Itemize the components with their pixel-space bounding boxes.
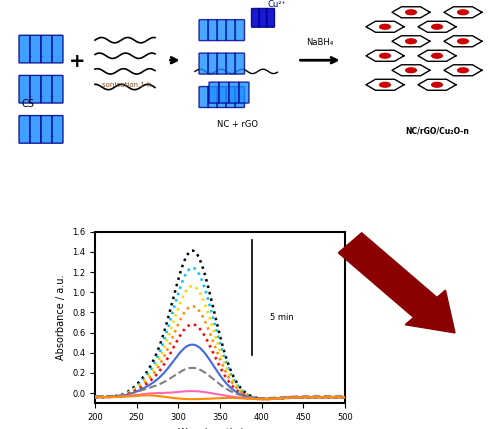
FancyBboxPatch shape xyxy=(217,20,226,41)
FancyBboxPatch shape xyxy=(30,115,41,143)
Circle shape xyxy=(406,39,416,44)
FancyBboxPatch shape xyxy=(239,82,249,103)
FancyBboxPatch shape xyxy=(52,35,63,63)
FancyBboxPatch shape xyxy=(30,76,41,103)
FancyBboxPatch shape xyxy=(30,35,41,63)
Circle shape xyxy=(458,68,468,73)
FancyBboxPatch shape xyxy=(219,82,229,103)
FancyBboxPatch shape xyxy=(226,53,235,74)
FancyBboxPatch shape xyxy=(19,35,30,63)
FancyBboxPatch shape xyxy=(266,9,274,27)
FancyBboxPatch shape xyxy=(209,82,219,103)
FancyBboxPatch shape xyxy=(208,20,218,41)
Circle shape xyxy=(380,82,390,87)
Text: Cu²⁺: Cu²⁺ xyxy=(268,0,287,9)
Text: NC/rGO/Cu₂O-n: NC/rGO/Cu₂O-n xyxy=(406,127,469,136)
FancyBboxPatch shape xyxy=(52,76,63,103)
FancyBboxPatch shape xyxy=(217,53,226,74)
Text: +: + xyxy=(69,52,86,71)
FancyBboxPatch shape xyxy=(199,87,208,108)
FancyBboxPatch shape xyxy=(226,87,235,108)
Text: 5 min: 5 min xyxy=(270,314,294,323)
Circle shape xyxy=(406,68,416,73)
FancyBboxPatch shape xyxy=(19,115,30,143)
Text: NaBH₄: NaBH₄ xyxy=(306,38,334,47)
FancyBboxPatch shape xyxy=(41,35,52,63)
FancyBboxPatch shape xyxy=(208,87,218,108)
FancyBboxPatch shape xyxy=(235,20,244,41)
Text: CS: CS xyxy=(21,99,34,109)
Text: sonication 1 h: sonication 1 h xyxy=(102,82,151,88)
FancyBboxPatch shape xyxy=(41,115,52,143)
Circle shape xyxy=(458,10,468,15)
Circle shape xyxy=(406,10,416,15)
FancyBboxPatch shape xyxy=(217,87,226,108)
Circle shape xyxy=(432,82,442,87)
FancyBboxPatch shape xyxy=(208,53,218,74)
Circle shape xyxy=(458,39,468,44)
FancyBboxPatch shape xyxy=(235,53,244,74)
Y-axis label: Absorbance / a.u.: Absorbance / a.u. xyxy=(56,275,66,360)
FancyBboxPatch shape xyxy=(19,76,30,103)
Circle shape xyxy=(432,53,442,58)
FancyBboxPatch shape xyxy=(259,9,267,27)
FancyArrow shape xyxy=(338,233,455,333)
Circle shape xyxy=(432,24,442,29)
X-axis label: Wavelength / nm: Wavelength / nm xyxy=(178,428,262,429)
FancyBboxPatch shape xyxy=(199,20,208,41)
Circle shape xyxy=(380,24,390,29)
FancyBboxPatch shape xyxy=(226,20,235,41)
Circle shape xyxy=(380,53,390,58)
FancyBboxPatch shape xyxy=(229,82,239,103)
Text: NC + rGO: NC + rGO xyxy=(217,120,258,129)
FancyBboxPatch shape xyxy=(235,87,244,108)
FancyBboxPatch shape xyxy=(199,53,208,74)
FancyBboxPatch shape xyxy=(252,9,260,27)
FancyBboxPatch shape xyxy=(41,76,52,103)
FancyBboxPatch shape xyxy=(52,115,63,143)
